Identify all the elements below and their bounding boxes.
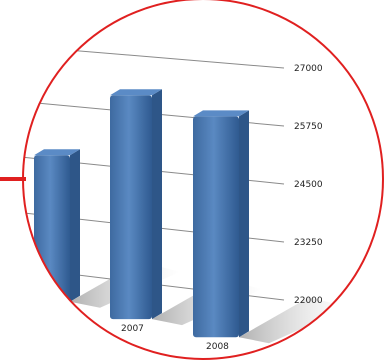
y-tick-label: 24500 bbox=[294, 180, 323, 190]
bar-side bbox=[70, 149, 80, 302]
bar bbox=[110, 95, 152, 320]
grid-line bbox=[23, 45, 285, 69]
pointer-arrow bbox=[0, 177, 26, 181]
y-tick-label: 22000 bbox=[294, 296, 323, 306]
y-tick-label: 25750 bbox=[294, 122, 323, 132]
chart-plot-area: 2007 2008 bbox=[23, 45, 349, 352]
y-tick-labels: 27000 25750 24500 23250 22000 bbox=[294, 64, 323, 306]
y-tick-label: 27000 bbox=[294, 64, 323, 74]
category-label: 2008 bbox=[206, 342, 229, 352]
category-label: 2007 bbox=[121, 324, 144, 334]
y-tick-label: 23250 bbox=[294, 238, 323, 248]
bar-side bbox=[239, 110, 249, 338]
bar-top bbox=[34, 149, 80, 156]
bar bbox=[193, 116, 239, 338]
category-labels: 2007 2008 bbox=[121, 324, 229, 352]
bars bbox=[34, 89, 249, 338]
bar-top bbox=[193, 110, 249, 117]
bar-shadow bbox=[239, 297, 349, 344]
magnifier-circle bbox=[22, 0, 384, 360]
bar-top bbox=[110, 89, 162, 96]
bar-side bbox=[152, 89, 162, 320]
bar bbox=[34, 155, 70, 302]
